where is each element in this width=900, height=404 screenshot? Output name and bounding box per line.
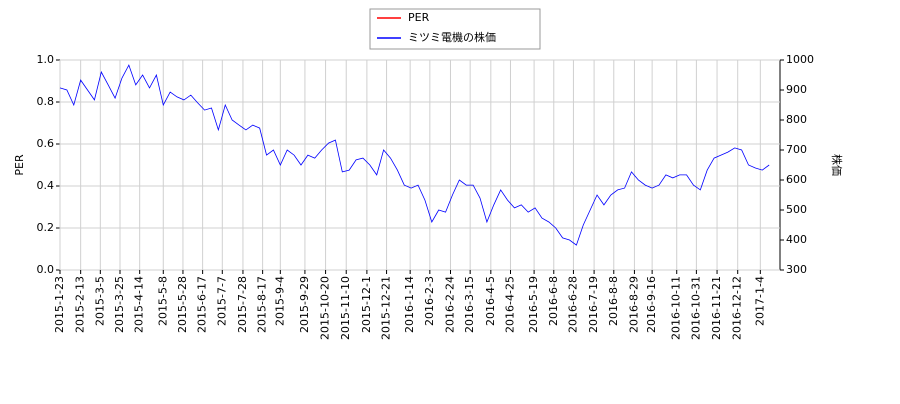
- plot-frame: [59, 59, 781, 271]
- legend-label: ミツミ電機の株価: [408, 30, 496, 44]
- x-tick-label: 2015-3-5: [93, 276, 106, 326]
- y-tick-label: 0.4: [37, 179, 55, 192]
- series-line: [59, 64, 770, 246]
- y2-tick-label: 300: [786, 263, 807, 276]
- x-tick-label: 2015-3-25: [113, 276, 126, 333]
- x-tick-label: 2016-1-14: [403, 276, 416, 333]
- x-tick-label: 2016-7-19: [587, 276, 600, 333]
- y2-tick-label: 1000: [786, 53, 814, 66]
- y-tick-label: 0.8: [37, 95, 55, 108]
- x-tick-label: 2015-7-7: [215, 276, 228, 326]
- y2-tick-label: 500: [786, 203, 807, 216]
- y2-tick-label: 800: [786, 113, 807, 126]
- x-tick-label: 2016-10-11: [670, 276, 683, 340]
- y2-tick-label: 400: [786, 233, 807, 246]
- x-tick-label: 2016-5-19: [527, 276, 540, 333]
- x-tick-label: 2016-11-21: [710, 276, 723, 340]
- x-tick-label: 2015-7-28: [236, 276, 249, 333]
- x-tick-label: 2015-9-29: [298, 276, 311, 333]
- x-tick-label: 2015-4-14: [133, 276, 146, 333]
- x-tick-label: 2015-9-4: [273, 276, 286, 326]
- x-tick-label: 2016-2-3: [423, 276, 436, 326]
- legend-label: PER: [408, 11, 430, 24]
- x-tick-label: 2017-1-4: [753, 276, 766, 326]
- x-tick-label: 2015-10-20: [319, 276, 332, 340]
- legend-box: [369, 8, 541, 50]
- x-tick-label: 2016-6-28: [566, 276, 579, 333]
- y-axis-label: PER: [13, 154, 26, 176]
- x-tick-label: 2016-6-8: [547, 276, 560, 326]
- x-tick-label: 2015-2-13: [74, 276, 87, 333]
- x-tick-label: 2016-2-24: [443, 276, 456, 333]
- x-tick-label: 2015-12-1: [360, 276, 373, 333]
- x-tick-label: 2016-8-29: [627, 276, 640, 333]
- x-tick-label: 2015-8-17: [256, 276, 269, 333]
- x-tick-label: 2015-5-8: [156, 276, 169, 326]
- x-tick-label: 2016-4-5: [484, 276, 497, 326]
- x-tick-label: 2015-6-17: [196, 276, 209, 333]
- x-tick-label: 2016-9-16: [645, 276, 658, 333]
- x-tick-label: 2015-11-10: [339, 276, 352, 340]
- y2-tick-label: 600: [786, 173, 807, 186]
- y-tick-label: 0.2: [37, 221, 55, 234]
- x-tick-label: 2016-3-15: [463, 276, 476, 333]
- y2-axis-label: 株価: [830, 154, 844, 176]
- y-tick-label: 0.0: [37, 263, 55, 276]
- x-tick-label: 2015-12-21: [380, 276, 393, 340]
- x-tick-label: 2016-8-8: [607, 276, 620, 326]
- y-tick-label: 0.6: [37, 137, 55, 150]
- y-tick-label: 1.0: [37, 53, 55, 66]
- x-tick-label: 2016-10-31: [689, 276, 702, 340]
- x-tick-label: 2015-1-23: [53, 276, 66, 333]
- x-tick-label: 2016-4-25: [503, 276, 516, 333]
- x-tick-label: 2015-5-28: [176, 276, 189, 333]
- y2-tick-label: 900: [786, 83, 807, 96]
- y2-tick-label: 700: [786, 143, 807, 156]
- x-tick-label: 2016-12-12: [731, 276, 744, 340]
